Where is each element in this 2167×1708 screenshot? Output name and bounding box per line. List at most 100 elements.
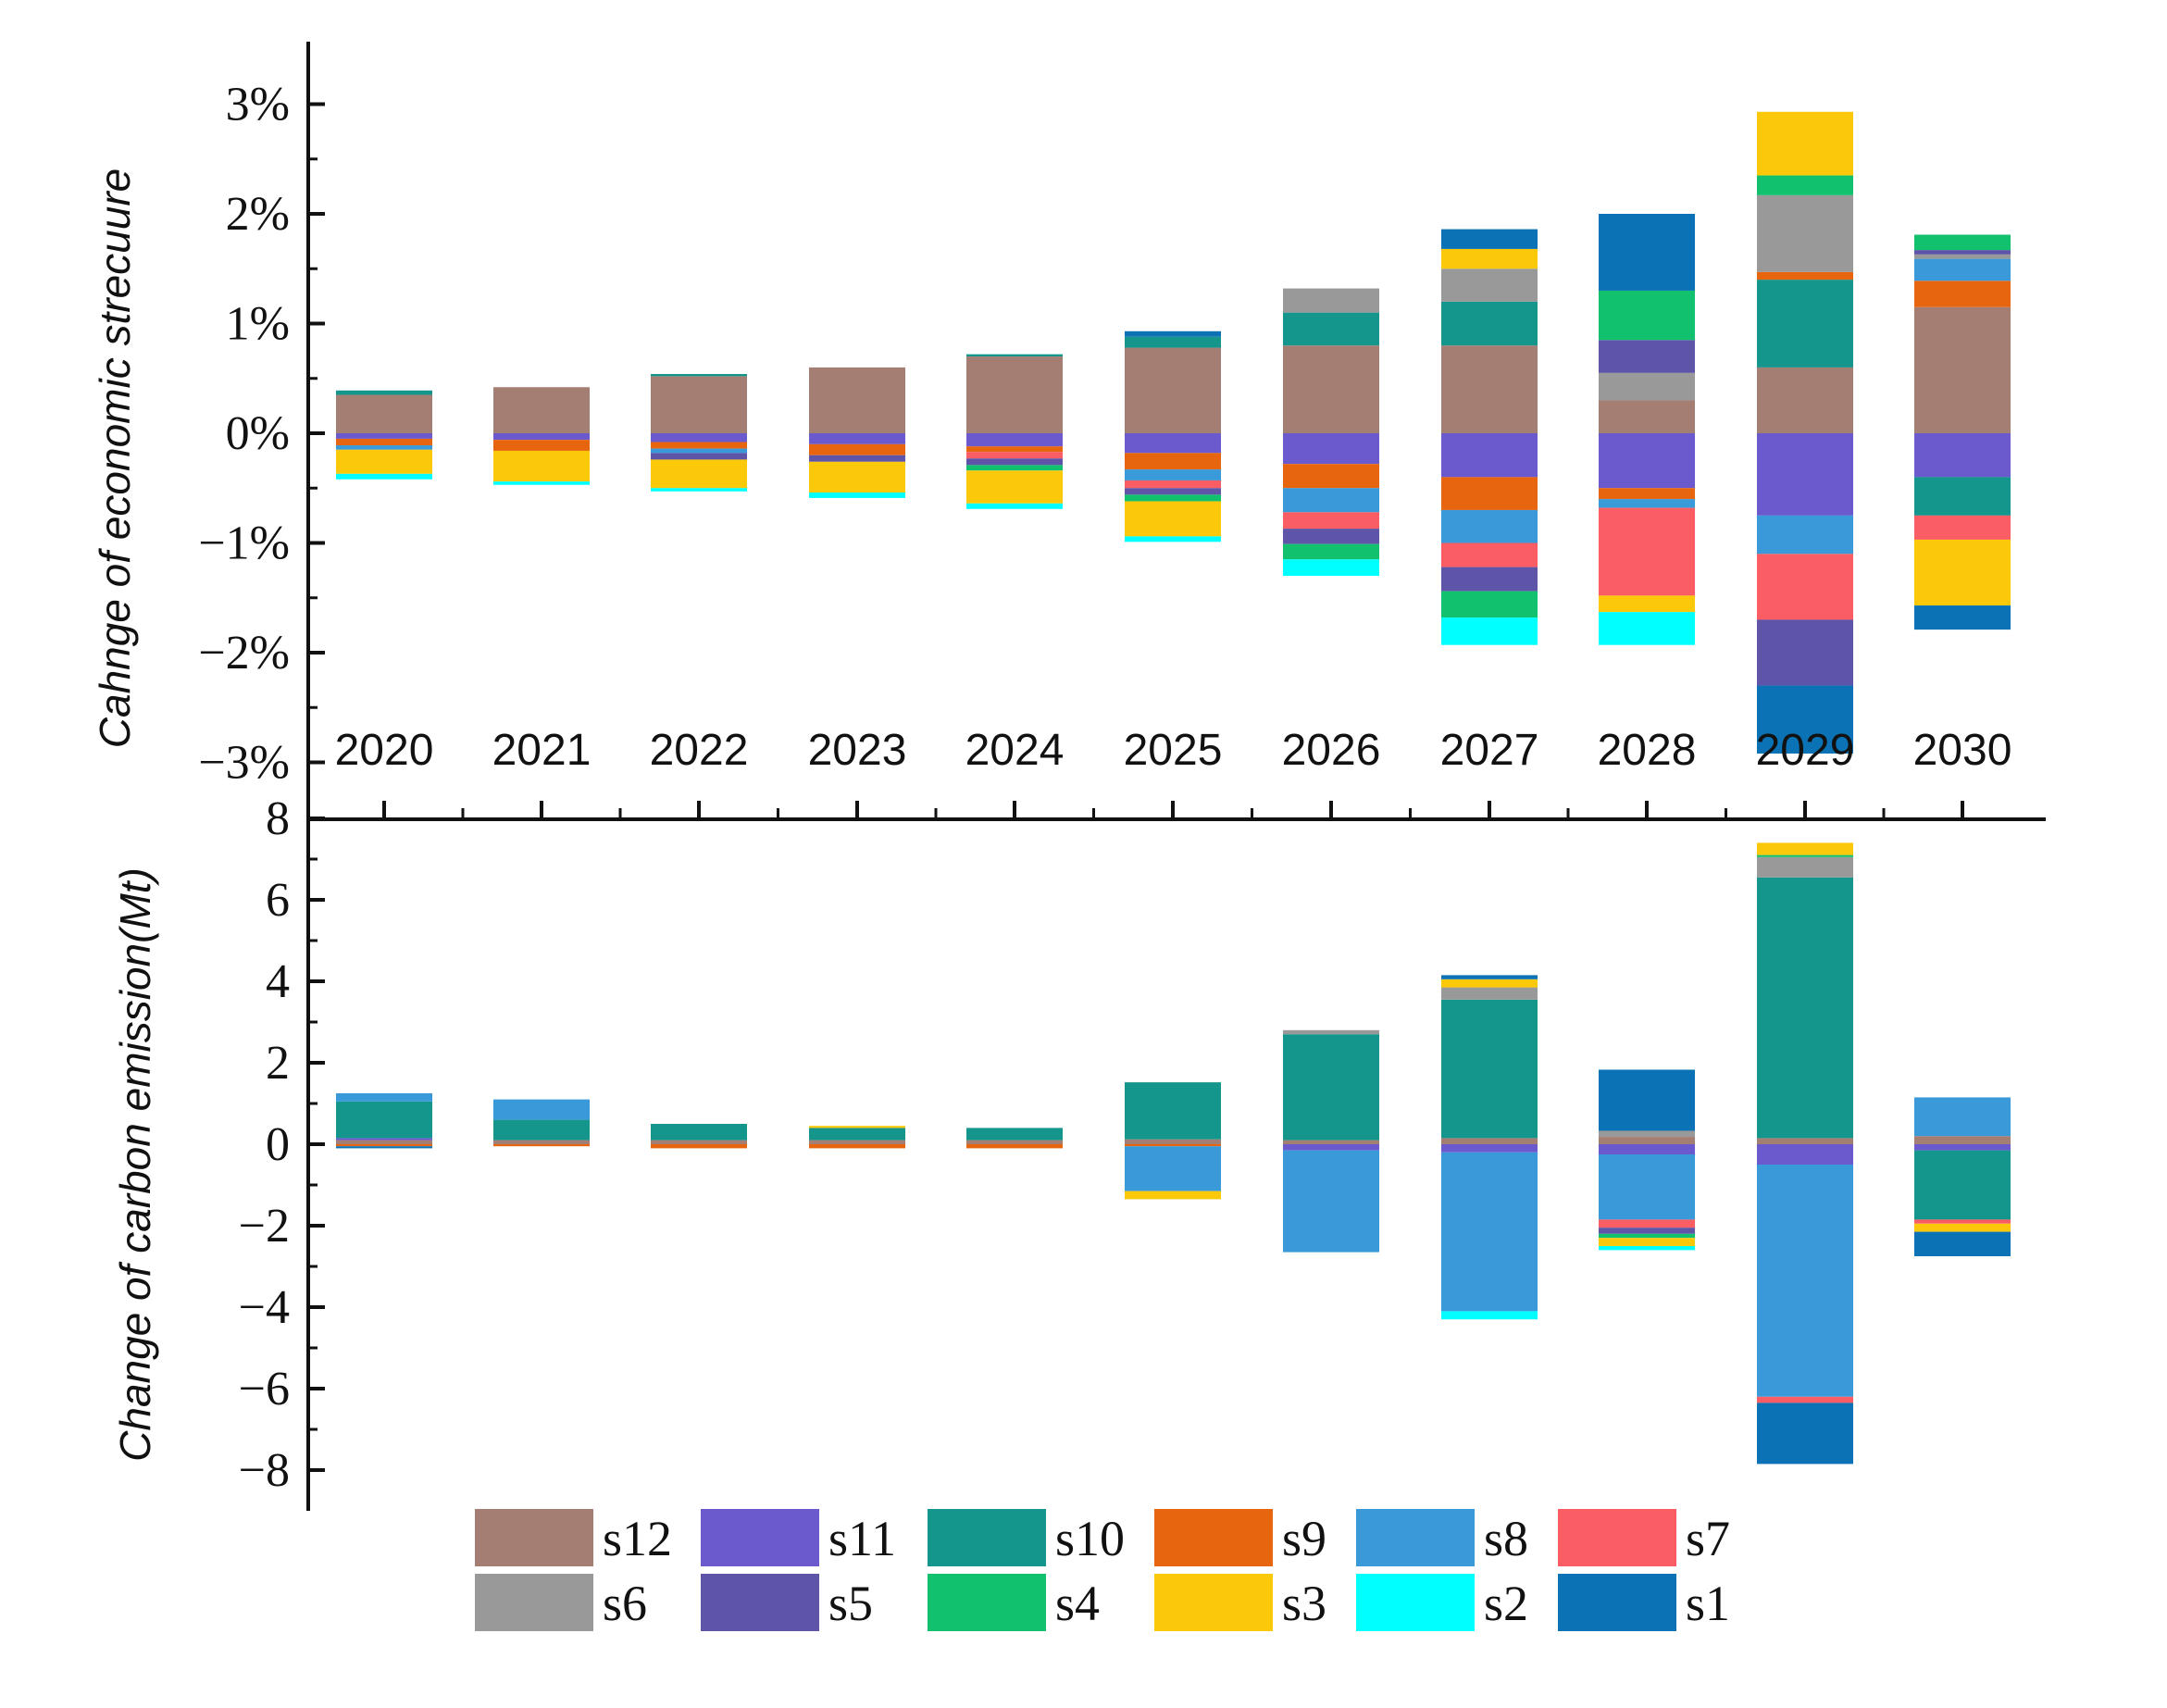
bar-segment-s10-2027	[1441, 999, 1538, 1139]
bar-segment-s7-2028	[1599, 1219, 1695, 1228]
y-tick-label: 8	[266, 792, 290, 845]
legend-swatch-s8	[1356, 1509, 1475, 1566]
legend-swatch-s10	[928, 1509, 1046, 1566]
legend-label: s8	[1484, 1511, 1528, 1566]
bar-segment-s3-2020	[336, 449, 432, 474]
bar-segment-s8-2022	[651, 448, 747, 454]
x-tick-label: 2022	[650, 726, 749, 775]
bar-segment-s12-2030	[1914, 1136, 2011, 1144]
bar-segment-s9-2021	[493, 440, 590, 451]
bar-segment-s7-2024	[966, 452, 1063, 459]
bar-segment-s1-2030	[1914, 605, 2011, 630]
bar-segment-s11-2026	[1283, 433, 1379, 465]
y-tick-label: −2%	[198, 627, 290, 679]
bar-segment-s9-2029	[1757, 271, 1853, 281]
bar-segment-s10-2021	[493, 1119, 590, 1141]
bar-segment-s6-2029	[1757, 194, 1853, 272]
bar-segment-s2-2028	[1599, 1246, 1695, 1251]
bar-segment-s9-2025	[1125, 1144, 1221, 1147]
bar-segment-s3-2023	[809, 461, 905, 492]
x-tick-label: 2027	[1440, 726, 1539, 775]
bar-segment-s5-2026	[1283, 529, 1379, 544]
bar-segment-s8-2028	[1599, 1154, 1695, 1220]
y-tick-label: −4	[239, 1281, 290, 1334]
bar-segment-s5-2023	[809, 455, 905, 462]
bar-segment-s9-2022	[651, 1144, 747, 1149]
bar-segment-s10-2025	[1125, 1082, 1221, 1140]
bar-segment-s7-2029	[1757, 554, 1853, 620]
bar-segment-s9-2021	[493, 1144, 590, 1147]
bar-segment-s1-2027	[1441, 975, 1538, 979]
legend-label: s1	[1686, 1576, 1730, 1631]
bar-segment-s9-2023	[809, 443, 905, 455]
bar-segment-s2-2027	[1441, 617, 1538, 645]
bar-segment-s10-2024	[966, 1128, 1063, 1141]
legend-label: s12	[603, 1511, 672, 1566]
bar-segment-s10-2025	[1125, 336, 1221, 348]
bar-segment-s12-2021	[493, 1140, 590, 1144]
bar-segment-s5-2029	[1757, 619, 1853, 686]
bar-segment-s4-2026	[1283, 543, 1379, 560]
bar-segment-s12-2022	[651, 376, 747, 433]
bar-segment-s11-2027	[1441, 1144, 1538, 1153]
bar-segment-s8-2020	[336, 1093, 432, 1102]
y-tick-label: 4	[266, 955, 290, 1008]
bar-segment-s8-2028	[1599, 499, 1695, 508]
bar-segment-s2-2026	[1283, 559, 1379, 577]
bar-segment-s12-2026	[1283, 1140, 1379, 1144]
bar-segment-s9-2020	[336, 1144, 432, 1147]
bar-segment-s12-2028	[1599, 400, 1695, 433]
x-tick-label: 2021	[492, 726, 592, 775]
bar-segment-s4-2029	[1757, 854, 1853, 857]
legend: s12 s11 s10 s9 s8 s7 s6 s5 s4 s3 s2 s1	[475, 1509, 1730, 1631]
bar-segment-s3-2029	[1757, 842, 1853, 855]
bar-segment-s8-2026	[1283, 1150, 1379, 1253]
bar-segment-s12-2023	[809, 1140, 905, 1144]
legend-label: s3	[1282, 1576, 1326, 1631]
y-tick-label: 0%	[226, 407, 290, 460]
bar-segment-s9-2028	[1599, 488, 1695, 500]
bar-segment-s7-2025	[1125, 480, 1221, 489]
bar-stack-group-1	[336, 842, 2011, 1465]
bar-segment-s1-2029	[1757, 1403, 1853, 1465]
bar-segment-s10-2022	[651, 1124, 747, 1141]
bar-segment-s4-2028	[1599, 1233, 1695, 1239]
bar-segment-s11-2020	[336, 1138, 432, 1141]
bar-segment-s9-2027	[1441, 477, 1538, 510]
bar-segment-s2-2028	[1599, 612, 1695, 645]
bar-segment-s3-2030	[1914, 1223, 2011, 1232]
bar-segment-s1-2025	[1125, 330, 1221, 337]
x-tick-label: 2030	[1913, 726, 2012, 775]
legend-label: s2	[1484, 1576, 1528, 1631]
bar-segment-s2-2025	[1125, 536, 1221, 542]
bar-segment-s9-2030	[1914, 281, 2011, 307]
legend-label: s4	[1055, 1576, 1100, 1631]
bar-segment-s4-2030	[1914, 234, 2011, 251]
bar-segment-s4-2024	[966, 465, 1063, 471]
bar-segment-s11-2024	[966, 433, 1063, 447]
bar-segment-s3-2023	[809, 1126, 905, 1128]
bar-segment-s8-2030	[1914, 258, 2011, 281]
legend-label: s10	[1055, 1511, 1125, 1566]
y-axis-title: Change of carbon emission(Mt)	[111, 867, 159, 1462]
y-tick-label: 1%	[226, 298, 290, 351]
bar-segment-s7-2026	[1283, 512, 1379, 530]
bar-segment-s12-2023	[809, 367, 905, 433]
bar-segment-s8-2025	[1125, 1146, 1221, 1191]
bar-segment-s1-2027	[1441, 229, 1538, 249]
bar-segment-s4-2027	[1441, 591, 1538, 618]
legend-swatch-s6	[475, 1574, 593, 1631]
bar-segment-s9-2026	[1283, 464, 1379, 489]
bar-segment-s1-2030	[1914, 1231, 2011, 1256]
bar-stack-group-0	[336, 111, 2011, 754]
bar-segment-s10-2024	[966, 354, 1063, 357]
bar-segment-s3-2029	[1757, 111, 1853, 176]
legend-swatch-s12	[475, 1509, 593, 1566]
bar-segment-s6-2030	[1914, 254, 2011, 259]
bar-segment-s7-2027	[1441, 542, 1538, 567]
bar-segment-s8-2029	[1757, 515, 1853, 555]
legend-swatch-s7	[1558, 1509, 1676, 1566]
bar-segment-s10-2020	[336, 390, 432, 395]
